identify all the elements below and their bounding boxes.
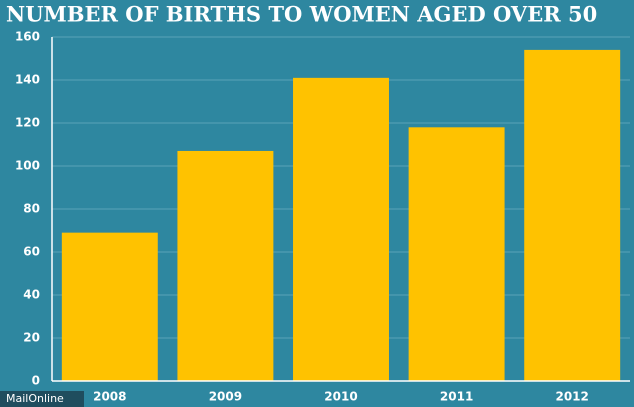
y-tick-label: 60: [23, 245, 40, 259]
y-tick-label: 80: [23, 202, 40, 216]
bar: [177, 150, 274, 381]
chart-title: NUMBER OF BIRTHS TO WOMEN AGED OVER 50: [6, 2, 597, 27]
bar: [293, 77, 389, 381]
y-tick-label: 40: [23, 288, 40, 302]
x-tick-label: 2010: [324, 390, 357, 404]
x-tick-label: 2012: [555, 390, 588, 404]
bar: [408, 127, 505, 381]
watermark-box: [0, 391, 84, 407]
y-tick-label: 0: [32, 374, 40, 388]
x-tick-label: 2009: [209, 390, 242, 404]
bar: [61, 232, 158, 381]
y-tick-label: 160: [15, 30, 40, 44]
watermark: MailOnline: [6, 392, 64, 405]
y-tick-label: 20: [23, 331, 40, 345]
y-tick-label: 100: [15, 159, 40, 173]
y-tick-label: 120: [15, 116, 40, 130]
x-tick-label: 2011: [440, 390, 473, 404]
bar: [524, 49, 621, 382]
y-tick-label: 140: [15, 73, 40, 87]
x-tick-label: 2008: [93, 390, 126, 404]
